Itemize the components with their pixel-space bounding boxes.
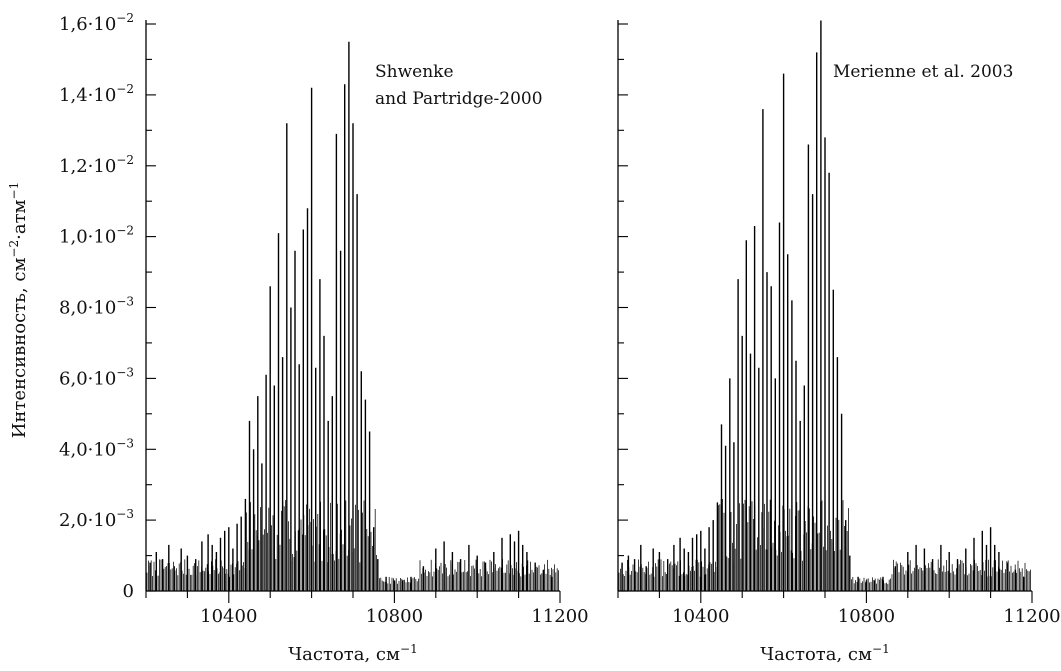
x-tick-label: 10800	[366, 606, 423, 627]
panel-merienne: 10400 10800 11200 Частота, см−1 Merienne et …	[617, 20, 1061, 665]
x-axis-title: Частота, см−1	[288, 642, 417, 665]
series-annotation: Shwenke	[375, 62, 454, 82]
spectrum-lines	[149, 41, 553, 591]
series-annotation: Merienne et al. 2003	[833, 62, 1013, 82]
y-tick-label: 6,0·10−3	[59, 365, 134, 389]
y-tick-label: 4,0·10−3	[59, 436, 134, 460]
x-tick-label: 11200	[531, 606, 588, 627]
y-tick-label: 1,2·10−2	[59, 153, 134, 177]
series-annotation: and Partridge-2000	[375, 89, 543, 109]
x-tick-label: 10400	[672, 606, 729, 627]
x-tick-label: 10800	[838, 606, 895, 627]
x-axis-title: Частота, см−1	[760, 642, 889, 665]
y-tick-label: 1,0·10−2	[59, 224, 134, 248]
y-axis-title-mid: ·атм	[9, 199, 30, 239]
spectrum-lines	[621, 20, 1025, 591]
panel-schwenke: 0 2,0·10−3 4,0·10−3 6,0·10−3 8,0·10−3 1,0·10−…	[59, 11, 589, 665]
x-tick-label: 10400	[200, 606, 257, 627]
y-axis-title: Интенсивность, см−2·атм−1	[7, 182, 30, 439]
y-axis-title-sup1: −2	[7, 240, 21, 258]
y-axis-title-main: Интенсивность, см	[9, 258, 30, 439]
y-axis-title-sup2: −1	[7, 182, 21, 200]
x-tick-label: 11200	[1003, 606, 1060, 627]
y-tick-label: 1,6·10−2	[59, 11, 134, 35]
y-tick-label: 2,0·10−3	[59, 507, 134, 531]
y-tick-label: 0	[123, 581, 134, 602]
y-tick-label: 1,4·10−2	[59, 82, 134, 106]
y-tick-label: 8,0·10−3	[59, 295, 134, 319]
